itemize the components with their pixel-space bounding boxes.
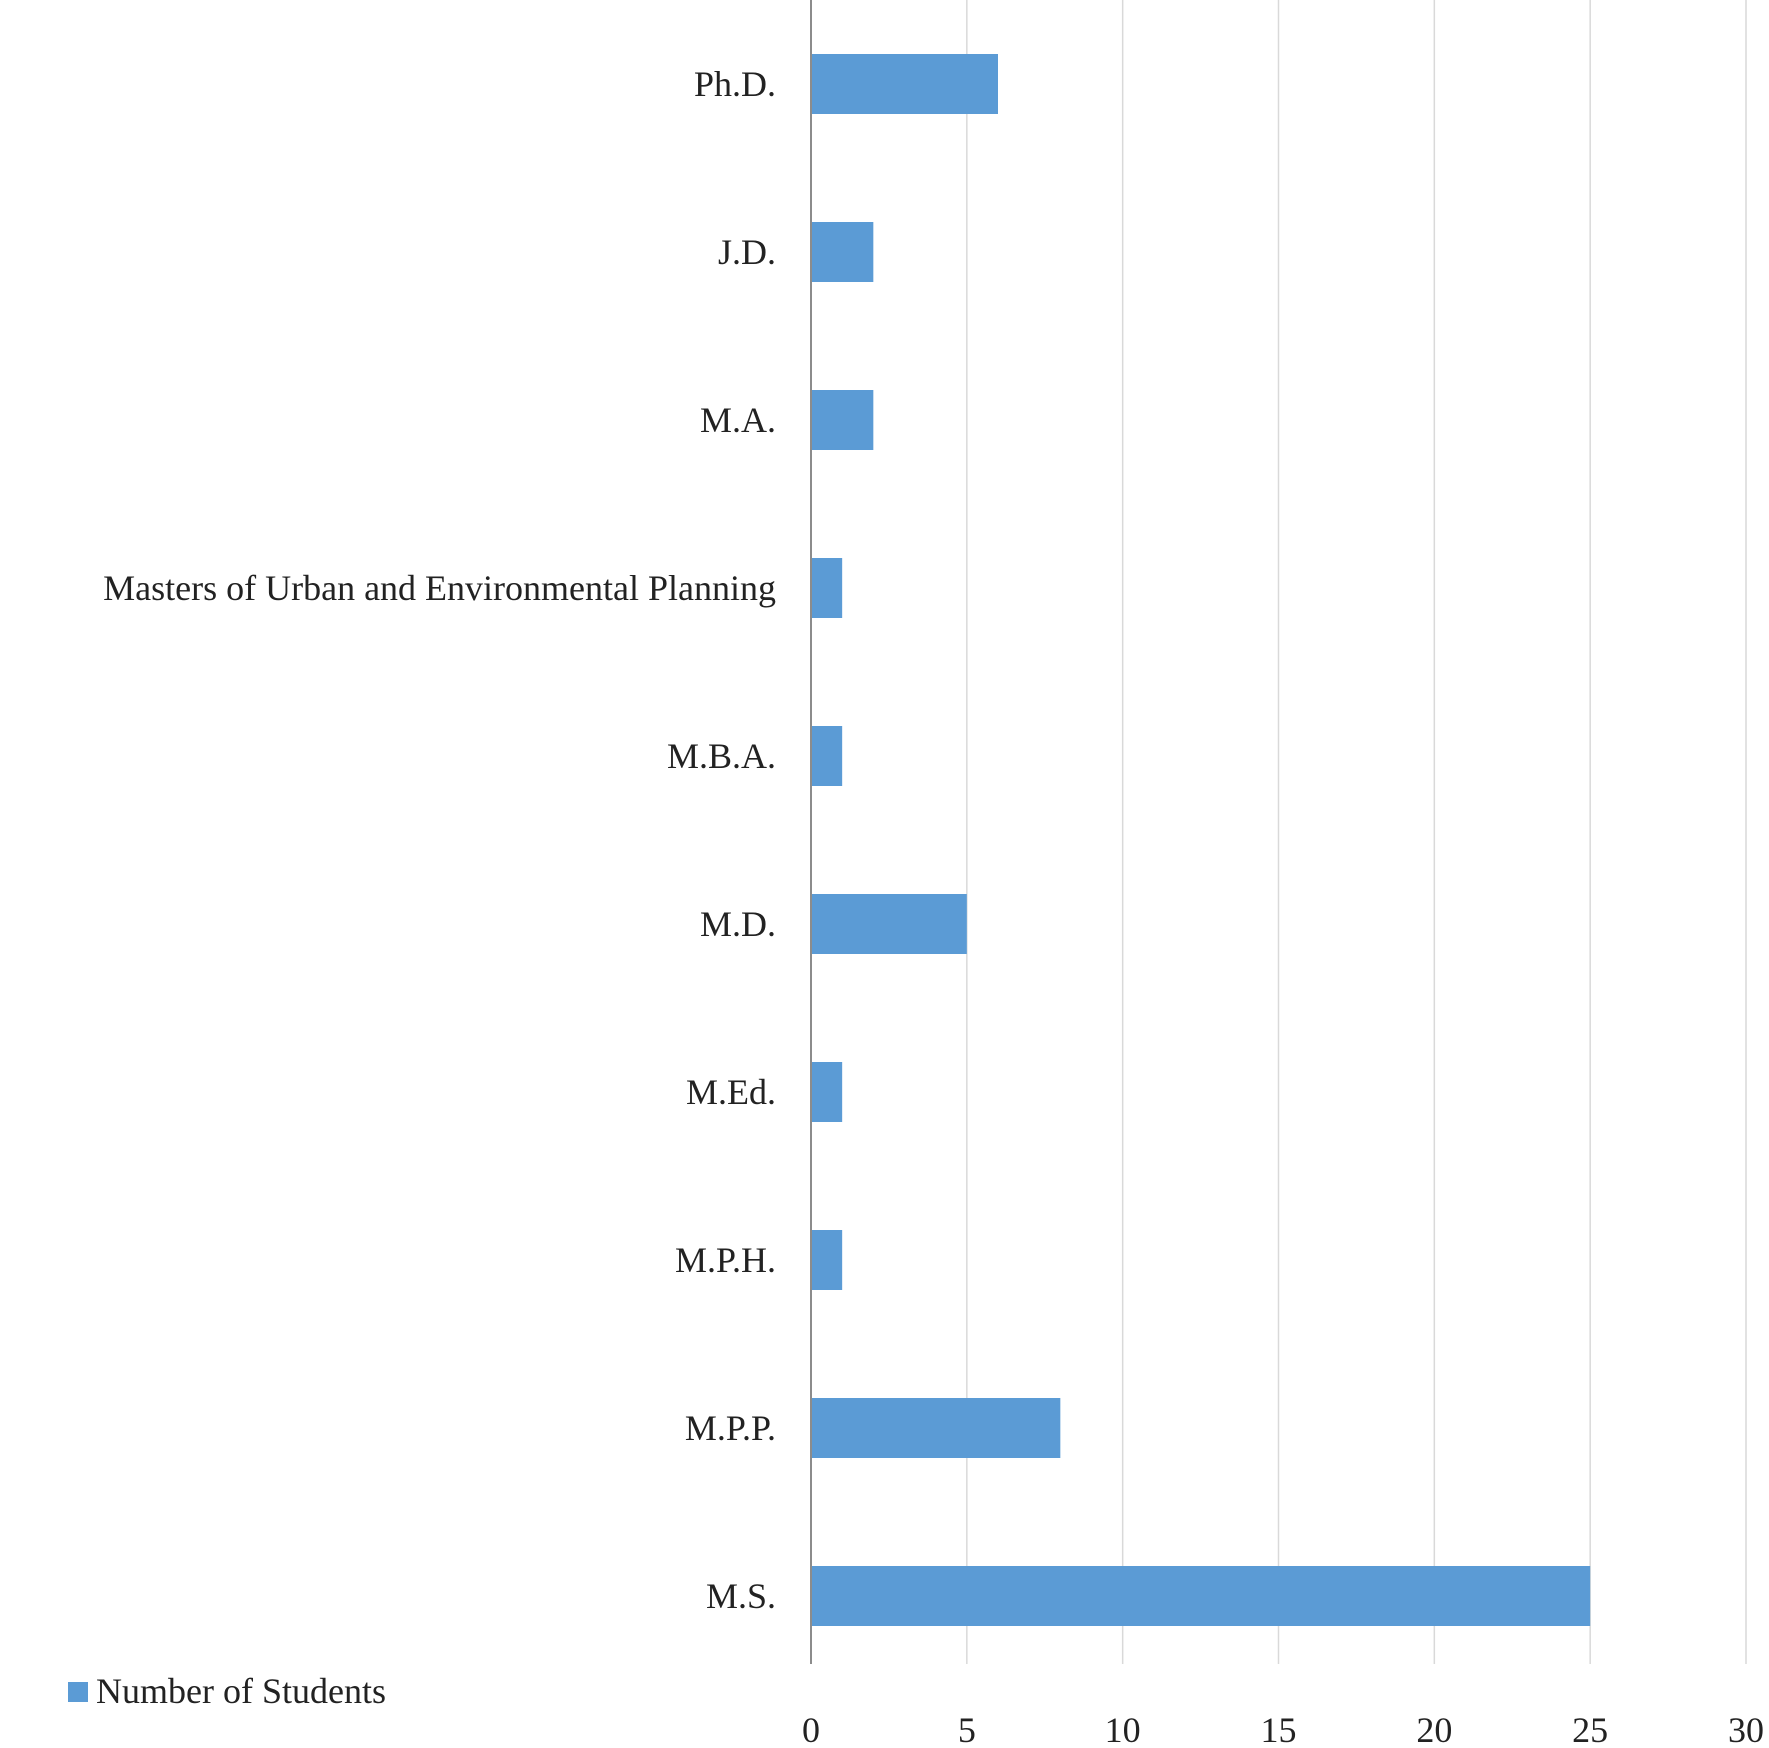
category-label: Masters of Urban and Environmental Plann… (103, 568, 776, 608)
category-label: M.P.H. (675, 1240, 776, 1280)
x-tick-label: 15 (1261, 1710, 1297, 1748)
bar-8 (811, 1398, 1061, 1458)
category-label: M.B.A. (667, 736, 776, 776)
legend-swatch (68, 1682, 88, 1702)
category-label: M.Ed. (686, 1072, 776, 1112)
bar-4 (811, 726, 843, 786)
category-label: M.D. (700, 904, 776, 944)
x-tick-label: 25 (1572, 1710, 1608, 1748)
bar-0 (811, 54, 998, 114)
category-label: Ph.D. (694, 64, 776, 104)
legend-label: Number of Students (96, 1671, 386, 1711)
bar-5 (811, 894, 967, 954)
bar-9 (811, 1566, 1591, 1626)
bar-2 (811, 390, 874, 450)
x-tick-labels: 0 5 10 15 20 25 30 (802, 1710, 1764, 1748)
bar-6 (811, 1062, 843, 1122)
bar-1 (811, 222, 874, 282)
x-tick-label: 10 (1105, 1710, 1141, 1748)
category-label: M.S. (706, 1576, 776, 1616)
x-tick-label: 30 (1728, 1710, 1764, 1748)
bars (811, 54, 1591, 1626)
category-label: J.D. (718, 232, 776, 272)
bar-3 (811, 558, 843, 618)
x-tick-label: 20 (1416, 1710, 1452, 1748)
bar-7 (811, 1230, 843, 1290)
x-tick-label: 0 (802, 1710, 820, 1748)
category-labels: Ph.D. J.D. M.A. Masters of Urban and Enviro… (103, 64, 776, 1616)
gridlines (966, 0, 1747, 1664)
category-label: M.P.P. (685, 1408, 776, 1448)
legend: Number of Students (68, 1671, 386, 1711)
x-tick-label: 5 (958, 1710, 976, 1748)
category-label: M.A. (700, 400, 776, 440)
